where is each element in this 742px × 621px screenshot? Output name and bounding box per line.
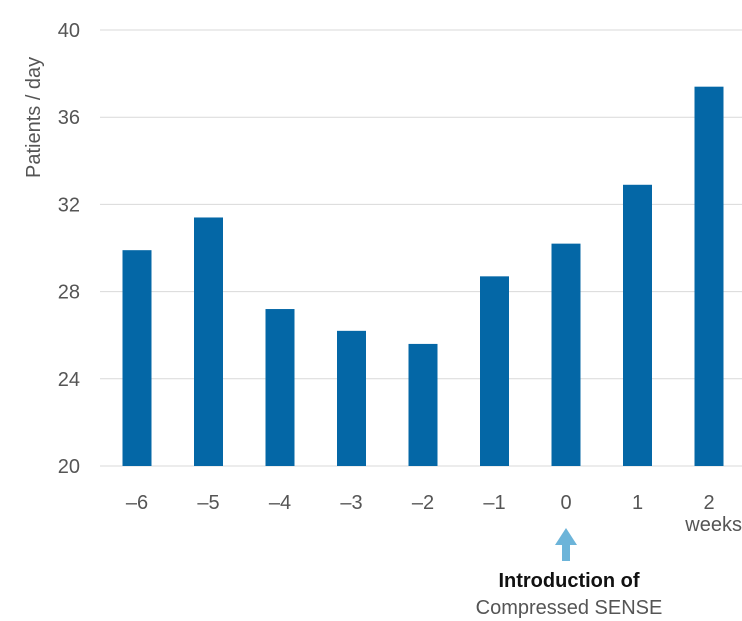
- bar: [623, 184, 652, 466]
- x-tick-label: 0: [560, 492, 571, 514]
- y-tick-label: 40: [58, 20, 80, 42]
- x-axis-ticks: –6 –5 –4 –3 –2 –1 0 1 2: [126, 492, 715, 514]
- x-tick-label: –5: [197, 492, 219, 514]
- up-arrow-icon: [555, 528, 577, 561]
- annotation: Introduction of Compressed SENSE: [476, 528, 663, 619]
- x-tick-label: –6: [126, 492, 148, 514]
- bar: [408, 343, 438, 466]
- bars: [122, 86, 724, 467]
- x-tick-label: –4: [269, 492, 291, 514]
- x-tick-label: –1: [483, 492, 505, 514]
- y-tick-label: 28: [58, 282, 80, 304]
- y-tick-label: 36: [58, 107, 80, 129]
- y-tick-label: 24: [58, 369, 80, 391]
- bar: [694, 86, 724, 467]
- bar: [551, 243, 581, 466]
- annotation-line-2: Compressed SENSE: [476, 597, 663, 619]
- x-tick-label: –2: [412, 492, 434, 514]
- arrow-shaft: [562, 544, 570, 561]
- bar: [194, 217, 223, 466]
- annotation-line-1: Introduction of: [498, 570, 639, 592]
- arrow-head: [555, 528, 577, 545]
- y-tick-label: 20: [58, 456, 80, 478]
- x-tick-label: 2: [703, 492, 714, 514]
- y-tick-label: 32: [58, 194, 80, 216]
- y-axis-ticks: 20 24 28 32 36 40: [58, 20, 80, 478]
- bar: [337, 330, 366, 466]
- bar: [265, 309, 295, 466]
- bar: [122, 250, 152, 466]
- x-axis-label: weeks: [684, 514, 742, 536]
- bar: [480, 276, 509, 466]
- x-tick-label: –3: [340, 492, 362, 514]
- x-tick-label: 1: [632, 492, 643, 514]
- y-axis-label: Patients / day: [23, 57, 45, 178]
